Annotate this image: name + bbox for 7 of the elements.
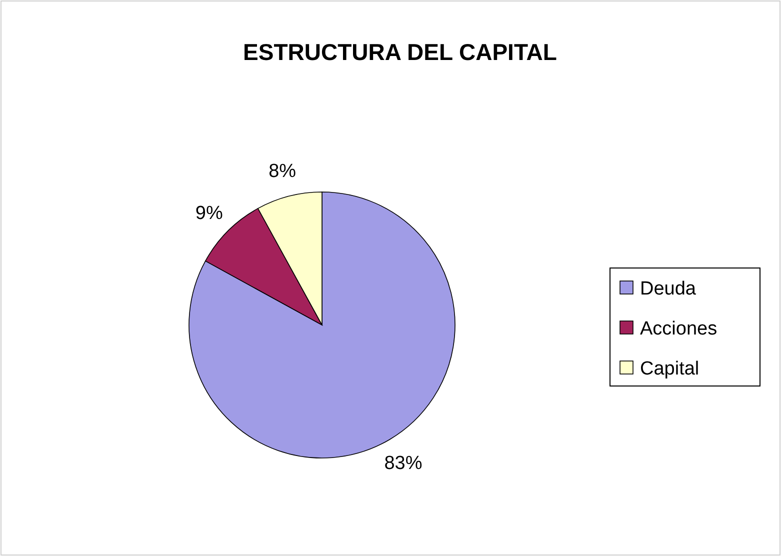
legend-label: Capital	[640, 358, 700, 380]
chart-title: ESTRUCTURA DEL CAPITAL	[243, 39, 557, 65]
legend-label: Acciones	[640, 318, 718, 340]
data-label: 9%	[195, 202, 223, 224]
data-label: 83%	[384, 453, 422, 474]
legend-label: Deuda	[640, 278, 696, 300]
data-label: 8%	[268, 161, 296, 182]
